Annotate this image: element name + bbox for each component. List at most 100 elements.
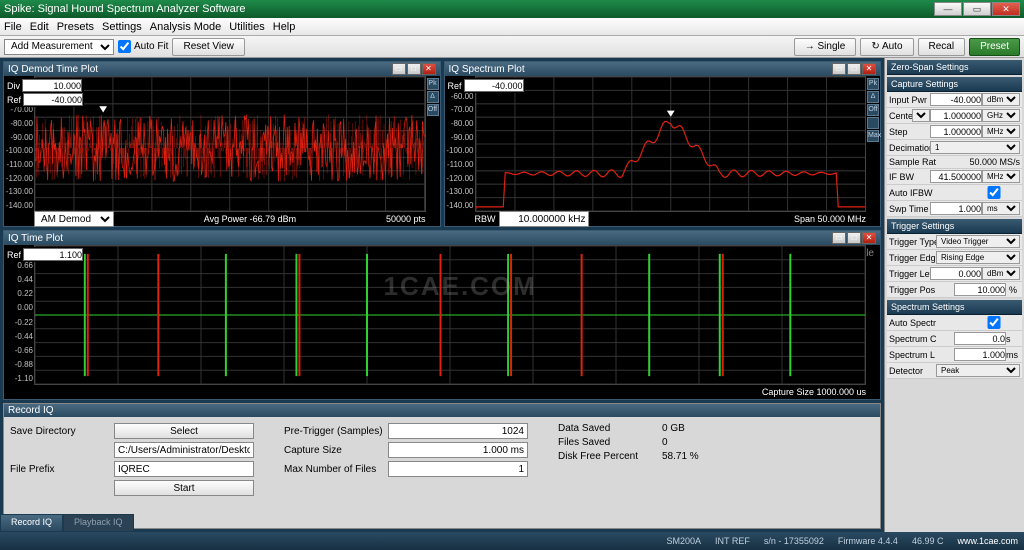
sample-rate-label: Sample Rat (889, 157, 969, 167)
maximize-button[interactable]: ▭ (963, 2, 991, 16)
menubar: File Edit Presets Settings Analysis Mode… (0, 18, 1024, 36)
auto-ifbw-label: Auto IFBW (889, 188, 968, 198)
spectrum-l-input[interactable] (954, 348, 1006, 361)
save-dir-input[interactable] (114, 442, 254, 458)
plot3-max-button[interactable]: □ (847, 232, 861, 244)
plot2-yaxis: -50.00-60.00-70.00-80.00-90.00-100.00-11… (445, 76, 475, 212)
center-input[interactable] (930, 109, 982, 122)
detector-dropdown[interactable]: Peak (936, 364, 1020, 377)
plot-side-button[interactable]: ∆ (427, 91, 439, 103)
recal-button[interactable]: Recal (918, 38, 966, 56)
select-dir-button[interactable]: Select (114, 423, 254, 439)
plot1-ref-label: Ref (7, 95, 21, 105)
bottom-tabs: Record IQ Playback IQ (0, 514, 134, 532)
plot1-undock-button[interactable]: ▭ (392, 63, 406, 75)
trigger-type-dropdown[interactable]: Video Trigger (936, 235, 1020, 248)
plot-side-button[interactable]: Off (867, 104, 879, 116)
plot1-canvas (35, 77, 425, 211)
tab-record-iq[interactable]: Record IQ (0, 514, 63, 532)
plot2-rbw-label: RBW (475, 214, 496, 224)
pretrigger-label: Pre-Trigger (Samples) (284, 426, 384, 437)
plot3-ref-input[interactable] (23, 248, 83, 261)
trigger-level-unit[interactable]: dBm (982, 267, 1020, 280)
titlebar: Spike: Signal Hound Spectrum Analyzer So… (0, 0, 1024, 18)
menu-help[interactable]: Help (273, 21, 296, 33)
plot1-points: 50000 pts (386, 214, 426, 224)
capture-size-input[interactable] (388, 442, 528, 458)
menu-presets[interactable]: Presets (57, 21, 94, 33)
plot-side-button[interactable] (867, 117, 879, 129)
if-bw-unit[interactable]: MHz (982, 170, 1020, 183)
step-input[interactable] (930, 125, 982, 138)
auto-ifbw-checkbox[interactable] (968, 186, 1020, 199)
plot2-close-button[interactable]: ✕ (862, 63, 876, 75)
single-button[interactable]: → Single (794, 38, 857, 56)
status-url: www.1cae.com (957, 536, 1018, 546)
decimation-dropdown[interactable]: 1 (930, 141, 1020, 154)
center-unit[interactable]: GHz (982, 109, 1020, 122)
menu-analysis-mode[interactable]: Analysis Mode (150, 21, 222, 33)
plot1-max-button[interactable]: □ (407, 63, 421, 75)
minimize-button[interactable]: — (934, 2, 962, 16)
menu-edit[interactable]: Edit (30, 21, 49, 33)
spectrum-c-input[interactable] (954, 332, 1006, 345)
menu-settings[interactable]: Settings (102, 21, 142, 33)
pretrigger-input[interactable] (388, 423, 528, 439)
plot3-ref-label: Ref (7, 250, 21, 260)
plot2-undock-button[interactable]: ▭ (832, 63, 846, 75)
trigger-level-input[interactable] (930, 267, 982, 280)
iq-demod-time-panel: IQ Demod Time Plot ▭ □ ✕ Div Ref -50.00-… (3, 61, 441, 227)
plot2-rbw-input[interactable] (499, 211, 589, 227)
decimation-label: Decimation (889, 143, 930, 153)
close-button[interactable]: ✕ (992, 2, 1020, 16)
iq-time-panel: IQ Time Plot ▭ □ ✕ Ref 0.880.660.440.220… (3, 230, 881, 400)
plot-side-button[interactable]: Pk (867, 78, 879, 90)
status-fw: Firmware 4.4.4 (838, 536, 898, 546)
if-bw-label: IF BW (889, 172, 930, 182)
menu-utilities[interactable]: Utilities (229, 21, 264, 33)
input-pwr-unit[interactable]: dBm (982, 93, 1020, 106)
plot2-max-button[interactable]: □ (847, 63, 861, 75)
auto-button[interactable]: ↻ Auto (860, 38, 913, 56)
plot3-close-button[interactable]: ✕ (862, 232, 876, 244)
plot3-undock-button[interactable]: ▭ (832, 232, 846, 244)
center-step-dropdown[interactable]: = (912, 109, 930, 122)
swp-time-input[interactable] (930, 202, 982, 215)
max-files-input[interactable] (388, 461, 528, 477)
plot1-ref-input[interactable] (23, 93, 83, 106)
swp-time-unit[interactable]: ms (982, 202, 1020, 215)
input-pwr-input[interactable] (930, 93, 982, 106)
file-prefix-label: File Prefix (10, 464, 110, 475)
auto-spectrum-checkbox[interactable] (968, 316, 1020, 329)
input-pwr-label: Input Pwr (889, 95, 930, 105)
step-unit[interactable]: MHz (982, 125, 1020, 138)
trigger-pos-input[interactable] (954, 283, 1006, 296)
plot-side-button[interactable]: Off (427, 104, 439, 116)
plot1-demod-dropdown[interactable]: AM Demod (34, 211, 114, 227)
preset-button[interactable]: Preset (969, 38, 1020, 56)
if-bw-input[interactable] (930, 170, 982, 183)
plot-side-button[interactable]: Pk (427, 78, 439, 90)
detector-label: Detector (889, 366, 936, 376)
add-measurement-dropdown[interactable]: Add Measurement (4, 39, 114, 55)
plot-side-button[interactable]: ∆ (867, 91, 879, 103)
plot1-close-button[interactable]: ✕ (422, 63, 436, 75)
status-model: SM200A (666, 536, 701, 546)
menu-file[interactable]: File (4, 21, 22, 33)
plot1-div-input[interactable] (22, 79, 82, 92)
trigger-edge-dropdown[interactable]: Rising Edge (936, 251, 1020, 264)
auto-fit-checkbox[interactable]: Auto Fit (118, 40, 168, 53)
swp-time-label: Swp Time (889, 204, 930, 214)
file-prefix-input[interactable] (114, 461, 254, 477)
tab-playback-iq[interactable]: Playback IQ (63, 514, 134, 532)
data-saved-value: 0 GB (662, 423, 685, 434)
reset-view-button[interactable]: Reset View (172, 38, 244, 56)
start-button[interactable]: Start (114, 480, 254, 496)
spectrum-header: Spectrum Settings (887, 300, 1022, 315)
plot2-ref-input[interactable] (464, 79, 524, 92)
plot3-capture-size: Capture Size 1000.000 us (762, 387, 866, 397)
record-title: Record IQ (4, 404, 880, 417)
plot-side-button[interactable]: Max (867, 130, 879, 142)
plot2-span: Span 50.000 MHz (794, 214, 866, 224)
data-saved-label: Data Saved (558, 423, 658, 434)
